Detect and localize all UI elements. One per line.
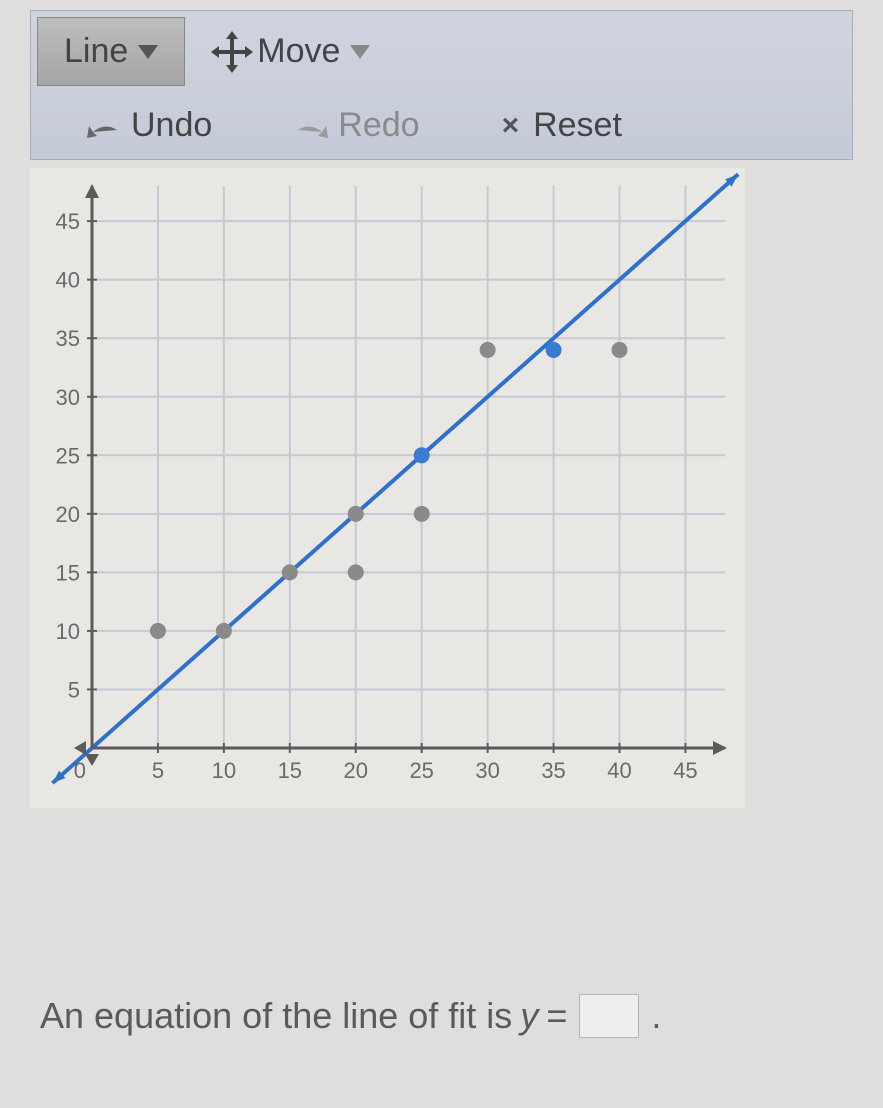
line-tool-label: Line: [64, 32, 128, 71]
y-tick-label: 10: [56, 619, 80, 644]
chevron-down-icon: [350, 45, 370, 59]
x-tick-label: 40: [607, 758, 631, 783]
question-prefix: An equation of the line of fit is: [40, 995, 512, 1037]
redo-button[interactable]: Redo: [268, 92, 445, 159]
y-tick-label: 40: [56, 268, 80, 293]
move-tool-button[interactable]: Move: [191, 18, 396, 85]
toolbar-row-1: Line Move: [31, 11, 852, 92]
question-suffix: .: [651, 995, 661, 1037]
x-tick-label: 30: [475, 758, 499, 783]
y-tick-label: 5: [68, 677, 80, 702]
y-tick-label: 20: [56, 502, 80, 527]
reset-label: Reset: [533, 106, 622, 145]
question-equals: =: [546, 995, 567, 1037]
x-tick-label: 35: [541, 758, 565, 783]
toolbar-row-2: Undo Redo × Reset: [31, 92, 852, 159]
question-variable: y: [520, 995, 538, 1037]
undo-button[interactable]: Undo: [61, 92, 238, 159]
toolbar: Line Move Undo Redo: [30, 10, 853, 160]
y-tick-label: 25: [56, 443, 80, 468]
y-tick-label: 45: [56, 209, 80, 234]
x-tick-label: 5: [152, 758, 164, 783]
app-frame: Line Move Undo Redo: [30, 10, 853, 1078]
question-text: An equation of the line of fit is y = .: [40, 994, 661, 1038]
x-tick-label: 25: [409, 758, 433, 783]
y-tick-label: 15: [56, 560, 80, 585]
answer-input[interactable]: [579, 994, 639, 1038]
undo-label: Undo: [131, 106, 212, 145]
close-icon: ×: [502, 109, 520, 143]
y-tick-label: 30: [56, 385, 80, 410]
redo-label: Redo: [338, 106, 419, 145]
chevron-down-icon: [138, 45, 158, 59]
y-tick-label: 35: [56, 326, 80, 351]
origin-label: 0: [74, 758, 86, 783]
x-tick-label: 10: [212, 758, 236, 783]
line-tool-button[interactable]: Line: [37, 17, 185, 86]
scatter-chart[interactable]: 5 10 15 20 25 30 35 40 45 5 10 15 20 25 30 35 40 45 0: [30, 168, 745, 808]
move-tool-label: Move: [257, 32, 340, 71]
move-icon: [217, 37, 247, 67]
reset-button[interactable]: × Reset: [476, 92, 648, 159]
x-tick-label: 15: [278, 758, 302, 783]
chart-canvas: 5 10 15 20 25 30 35 40 45 5 10 15 20 25 30 35 40 45 0: [30, 168, 745, 808]
x-tick-label: 20: [344, 758, 368, 783]
x-tick-label: 45: [673, 758, 697, 783]
redo-icon: [294, 116, 328, 136]
undo-icon: [87, 116, 121, 136]
